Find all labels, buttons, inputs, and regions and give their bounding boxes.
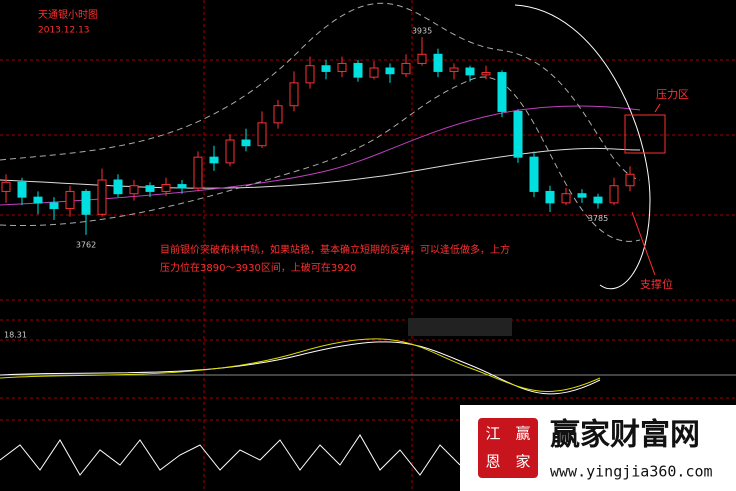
candle-body <box>369 67 379 78</box>
candle-body <box>529 156 539 192</box>
resistance-label: 压力区 <box>656 88 689 101</box>
candle-body <box>241 139 251 147</box>
low-label: 3762 <box>76 240 96 249</box>
candle-body <box>401 62 411 75</box>
candle-body <box>465 67 475 76</box>
logo-char: 江 <box>485 425 500 443</box>
candle-body <box>609 185 619 204</box>
candle-body <box>417 53 427 64</box>
candle-body <box>481 72 491 76</box>
candle-body <box>513 110 523 158</box>
annotation: 目前银价突破布林中轨，如果站稳，基本确立短期的反弹，可以逢低做多，上方 <box>160 243 510 256</box>
candle-body <box>353 62 363 78</box>
candle-body <box>209 156 219 164</box>
chart-date: 2013.12.13 <box>38 26 90 36</box>
annotation: 压力位在3890～3930区间，上破可在3920 <box>160 261 356 274</box>
site-name: 赢家财富网 <box>550 418 700 453</box>
candle-body <box>97 179 107 215</box>
indicator-label: 18.31 <box>4 331 27 340</box>
candle-body <box>545 190 555 204</box>
logo-char: 恩 <box>485 453 500 471</box>
low-label: 3785 <box>588 214 608 223</box>
site-url: www.yingjia360.com <box>550 463 713 481</box>
candle-body <box>161 184 171 192</box>
candle-body <box>225 139 235 164</box>
candles: 3762 3935 3785 <box>1 27 635 249</box>
candle-body <box>385 67 395 75</box>
candle-body <box>321 65 331 72</box>
candle-body <box>289 82 299 107</box>
candle-body <box>625 173 635 187</box>
candle-body <box>193 156 203 189</box>
candle-body <box>145 185 155 192</box>
candle-body <box>273 105 283 124</box>
candle-body <box>337 62 347 72</box>
support-label: 支撑位 <box>640 277 673 291</box>
candle-body <box>497 72 507 112</box>
candle-body <box>561 193 571 204</box>
candle-body <box>177 184 187 189</box>
candle-body <box>1 181 11 192</box>
candle-body <box>305 65 315 84</box>
candle-body <box>33 196 43 204</box>
candle-body <box>257 122 267 147</box>
candle-body <box>577 193 587 198</box>
candle-body <box>449 67 459 72</box>
candle-body <box>49 202 59 210</box>
candle-body <box>65 190 75 210</box>
logo-char: 赢 <box>515 425 530 443</box>
chart-title: 天通银小时图 <box>38 8 98 21</box>
candle-body <box>81 190 91 215</box>
logo-char: 家 <box>515 453 530 471</box>
candle-body <box>593 196 603 204</box>
candle-body <box>17 181 27 198</box>
candle-body <box>113 179 123 195</box>
candle-body <box>433 53 443 72</box>
candle-body <box>129 185 139 195</box>
high-label: 3935 <box>412 27 432 36</box>
watermark: 江 赢 恩 家 赢家财富网 www.yingjia360.com <box>460 405 736 491</box>
